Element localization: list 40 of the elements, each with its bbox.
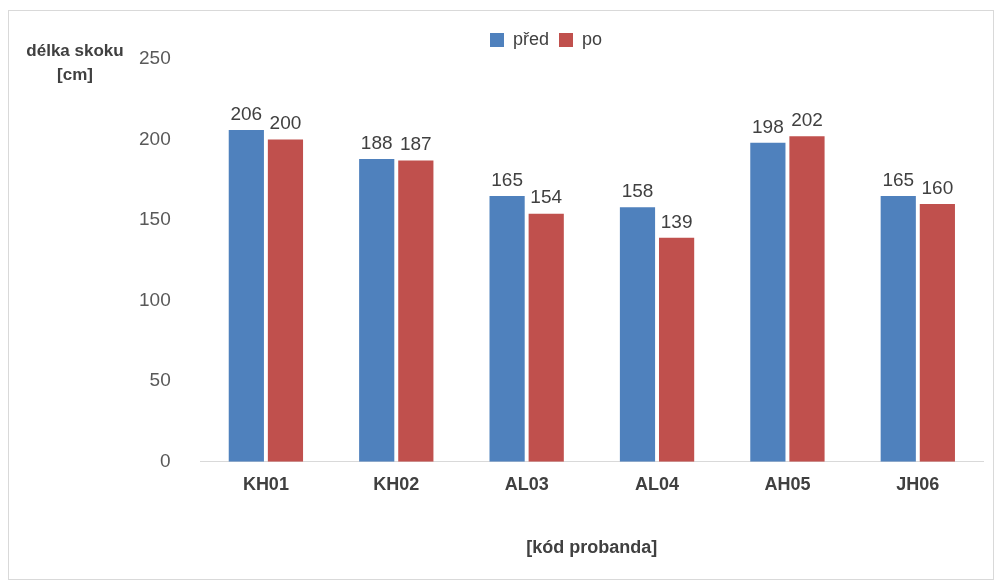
data-label: 202 <box>791 109 823 131</box>
bar <box>489 195 525 462</box>
x-tick-label: KH01 <box>242 473 289 494</box>
data-label: 187 <box>399 133 432 155</box>
bar <box>789 136 825 462</box>
data-label: 165 <box>491 168 523 190</box>
legend-label: po <box>582 28 603 49</box>
x-axis-title: [kód probanda] <box>526 537 658 558</box>
bar <box>750 142 786 462</box>
data-label: 200 <box>269 112 302 134</box>
x-tick-label: AH05 <box>764 473 811 494</box>
bar <box>919 204 955 462</box>
x-tick-label: JH06 <box>896 473 940 494</box>
x-tick-label: AL03 <box>504 473 549 494</box>
y-tick-label: 50 <box>149 369 171 391</box>
y-tick-label: 150 <box>139 208 171 230</box>
bar <box>359 158 395 462</box>
y-tick-label: 100 <box>139 288 171 310</box>
bar <box>528 213 564 462</box>
bar <box>619 207 656 462</box>
data-label: 198 <box>752 115 784 137</box>
data-label: 188 <box>360 131 393 153</box>
data-label: 139 <box>660 210 693 232</box>
y-tick-label: 200 <box>139 127 171 149</box>
legend-label: před <box>512 28 550 49</box>
bar <box>267 139 304 462</box>
bar <box>880 195 916 462</box>
y-axis-title: délka skoku [cm] <box>25 40 125 86</box>
data-label: 206 <box>230 102 263 124</box>
x-tick-label: AL04 <box>635 473 680 494</box>
data-label: 160 <box>921 176 954 198</box>
bar <box>228 129 264 462</box>
bar <box>398 160 434 462</box>
data-label: 158 <box>621 179 654 201</box>
data-label: 154 <box>530 186 563 208</box>
y-tick-label: 250 <box>139 47 171 69</box>
y-tick-label: 0 <box>160 450 171 472</box>
data-label: 165 <box>882 168 915 190</box>
bar <box>659 237 695 462</box>
x-tick-label: KH02 <box>373 473 420 494</box>
